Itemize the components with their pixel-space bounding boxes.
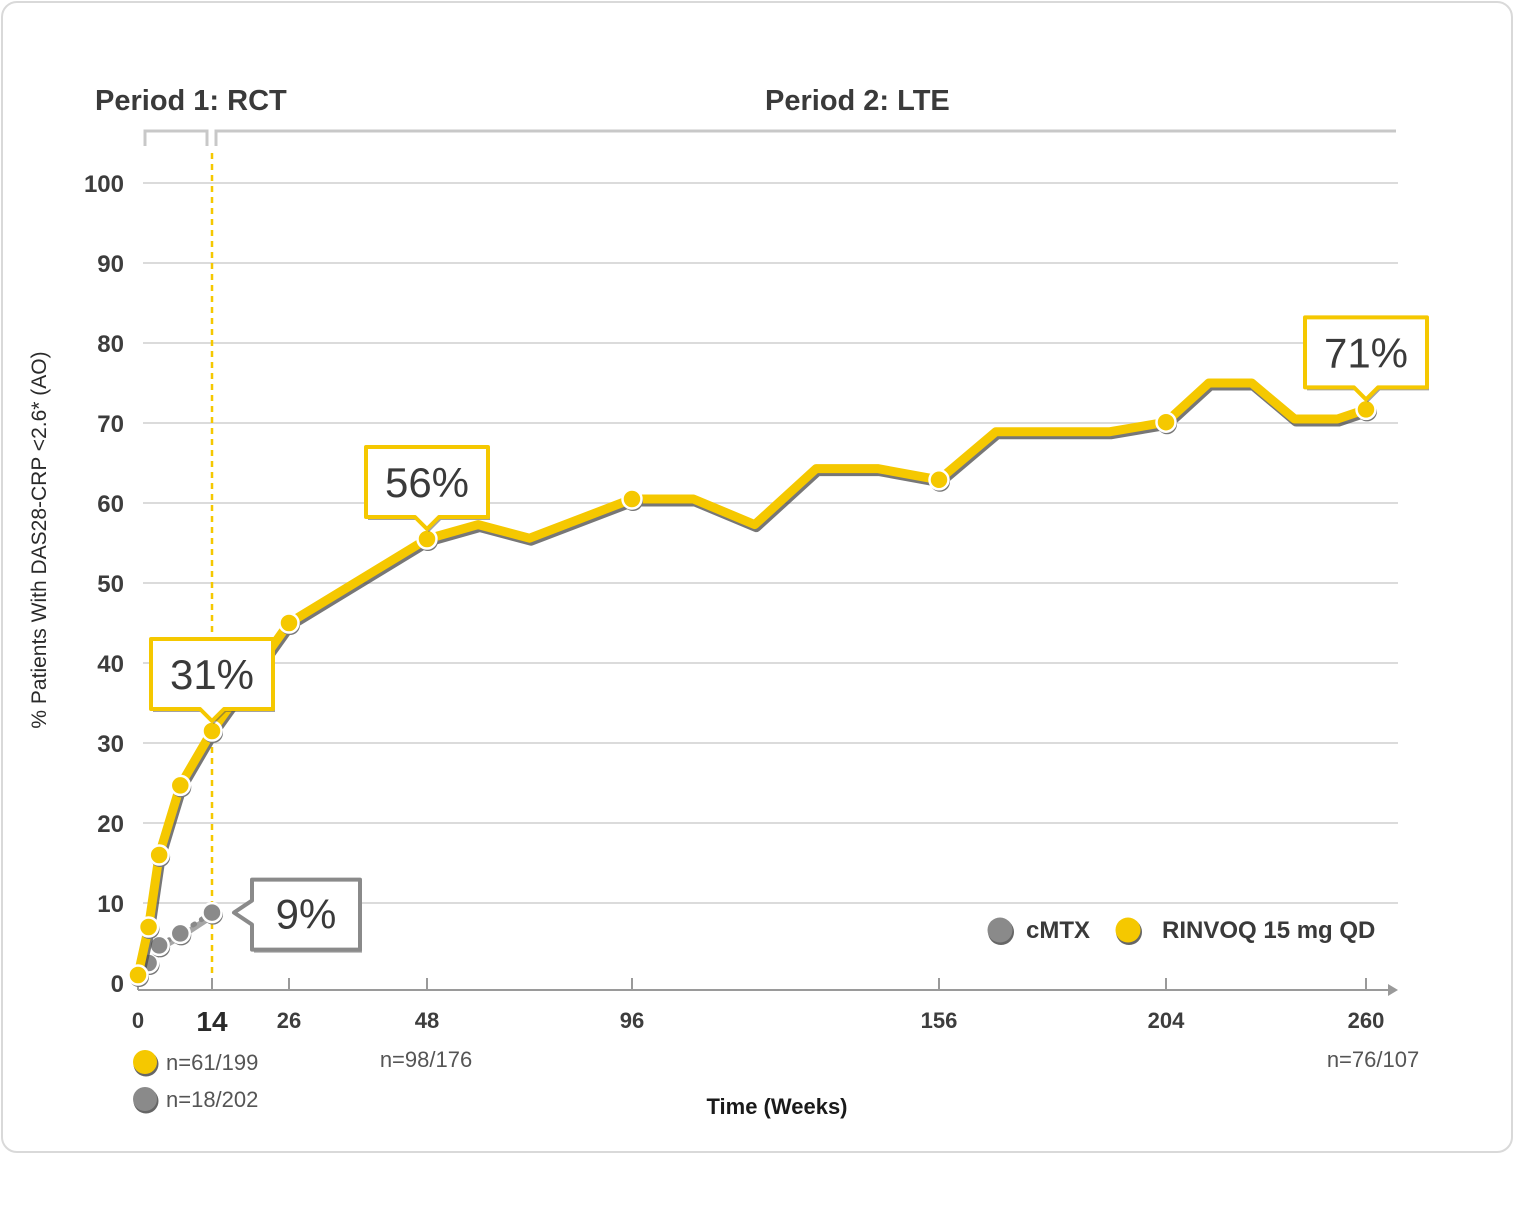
x-tick-156: 156	[921, 1008, 958, 1033]
y-tick-40: 40	[97, 651, 124, 678]
y-tick-80: 80	[97, 331, 124, 358]
chart-card	[1, 1, 1513, 1153]
callout-value: 71%	[1324, 329, 1408, 376]
legend-label-cmtx: cMTX	[1026, 917, 1090, 944]
legend: cMTX RINVOQ 15 mg QD	[987, 917, 1375, 945]
period-brackets	[143, 129, 1396, 146]
period-2-label: Period 2: LTE	[765, 85, 950, 117]
y-tick-90: 90	[97, 251, 124, 278]
period-1-label: Period 1: RCT	[95, 85, 287, 117]
n-swatch-rinvoq-15-mg-qd	[133, 1050, 157, 1074]
series	[127, 378, 1377, 987]
x-tick-26: 26	[277, 1008, 301, 1033]
y-tick-labels: 0 10 20 30 40 50 60 70 80 90 100	[84, 171, 124, 998]
x-tick-48: 48	[415, 1008, 439, 1033]
x-tick-0: 0	[132, 1008, 144, 1033]
n-labels: n=61/199 n=18/202 n=98/176 n=76/107	[133, 1047, 1419, 1114]
rinvoq-15-mg-qd-point-48	[416, 528, 438, 550]
x-tick-204: 204	[1148, 1008, 1185, 1033]
y-tick-0: 0	[111, 971, 124, 998]
y-tick-60: 60	[97, 491, 124, 518]
x-tick-96: 96	[620, 1008, 644, 1033]
y-tick-100: 100	[84, 171, 124, 198]
cmtx-point-14	[201, 901, 223, 924]
n-label-rinvoq-15-mg-qd-14: n=61/199	[166, 1050, 258, 1075]
callouts: 31% 56% 71% 9%	[149, 315, 1429, 953]
legend-swatch-rinvoq-15-mg-qd	[1115, 917, 1141, 943]
rinvoq-15-mg-qd-point-204	[1155, 411, 1177, 433]
x-tick-14: 14	[196, 1006, 228, 1037]
y-axis-title: % Patients With DAS28-CRP <2.6* (AO)	[28, 351, 51, 728]
period-1-bracket	[143, 129, 209, 146]
callout-value: 31%	[170, 651, 254, 698]
x-axis-arrow	[1388, 984, 1398, 996]
n-label-rinvoq-15-mg-qd-260: n=76/107	[1327, 1047, 1419, 1072]
callout-box	[1303, 315, 1429, 402]
rinvoq-15-mg-qd-point-8	[169, 774, 192, 797]
n-label-rinvoq-15-mg-qd-48: n=98/176	[380, 1047, 472, 1072]
y-tick-20: 20	[97, 811, 124, 838]
x-axis: 0 14 26 48 96 156 204 260	[132, 978, 1398, 1037]
rinvoq-15-mg-qd-point-156	[928, 469, 950, 491]
y-tick-10: 10	[97, 891, 124, 918]
y-tick-30: 30	[97, 731, 124, 758]
y-tick-70: 70	[97, 411, 124, 438]
callout-box	[364, 445, 490, 531]
callout-31-pct: 31%	[149, 637, 275, 724]
callout-value: 9%	[276, 891, 337, 938]
rinvoq-15-mg-qd-point-14	[201, 720, 223, 742]
callout-56-pct: 56%	[364, 445, 490, 532]
callout-9-pct: 9%	[232, 877, 362, 953]
legend-swatch-cmtx	[987, 917, 1013, 943]
rinvoq-15-mg-qd-point-4	[148, 844, 170, 866]
grid-lines	[143, 182, 1398, 904]
x-axis-title: Time (Weeks)	[706, 1094, 847, 1119]
callout-71-pct: 71%	[1303, 315, 1429, 403]
callout-value: 56%	[385, 459, 469, 506]
legend-label-rinvoq-15-mg-qd: RINVOQ 15 mg QD	[1162, 917, 1375, 944]
callout-box	[232, 877, 362, 952]
cmtx-point-8	[169, 922, 192, 945]
rinvoq-15-mg-qd-point-2	[137, 916, 160, 938]
rinvoq-15-mg-qd-point-0	[127, 964, 149, 986]
period-2-bracket	[214, 129, 1396, 146]
x-tick-260: 260	[1348, 1008, 1385, 1033]
n-swatch-cmtx	[133, 1087, 157, 1111]
y-tick-50: 50	[97, 571, 124, 598]
rinvoq-15-mg-qd-point-96	[621, 488, 643, 510]
n-label-cmtx-14: n=18/202	[166, 1087, 258, 1112]
rinvoq-15-mg-qd-point-260	[1355, 398, 1377, 421]
callout-box	[149, 637, 275, 723]
rinvoq-15-mg-qd-point-26	[278, 612, 300, 634]
